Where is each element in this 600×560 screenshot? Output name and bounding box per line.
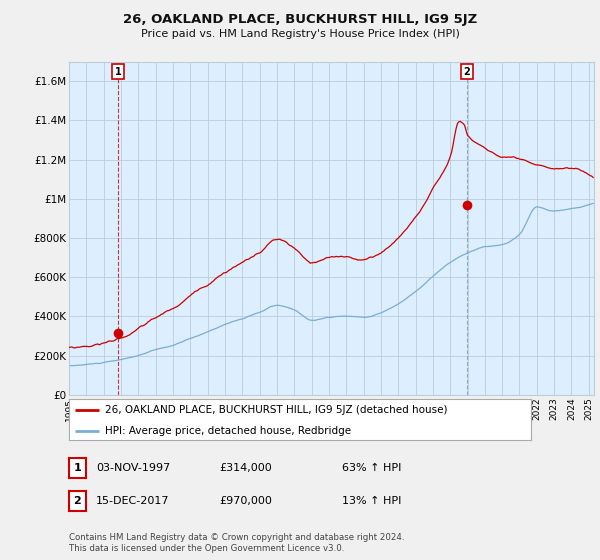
Text: 26, OAKLAND PLACE, BUCKHURST HILL, IG9 5JZ (detached house): 26, OAKLAND PLACE, BUCKHURST HILL, IG9 5… <box>105 405 448 415</box>
Text: Contains HM Land Registry data © Crown copyright and database right 2024.
This d: Contains HM Land Registry data © Crown c… <box>69 533 404 553</box>
Text: 26, OAKLAND PLACE, BUCKHURST HILL, IG9 5JZ: 26, OAKLAND PLACE, BUCKHURST HILL, IG9 5… <box>123 13 477 26</box>
Text: 1: 1 <box>115 67 121 77</box>
Text: 03-NOV-1997: 03-NOV-1997 <box>96 463 170 473</box>
Text: Price paid vs. HM Land Registry's House Price Index (HPI): Price paid vs. HM Land Registry's House … <box>140 29 460 39</box>
Text: HPI: Average price, detached house, Redbridge: HPI: Average price, detached house, Redb… <box>105 426 351 436</box>
Text: £970,000: £970,000 <box>219 496 272 506</box>
Text: 2: 2 <box>74 496 81 506</box>
Text: 15-DEC-2017: 15-DEC-2017 <box>96 496 170 506</box>
Text: 63% ↑ HPI: 63% ↑ HPI <box>342 463 401 473</box>
Text: 13% ↑ HPI: 13% ↑ HPI <box>342 496 401 506</box>
Text: £314,000: £314,000 <box>219 463 272 473</box>
Text: 2: 2 <box>463 67 470 77</box>
Text: 1: 1 <box>74 463 81 473</box>
